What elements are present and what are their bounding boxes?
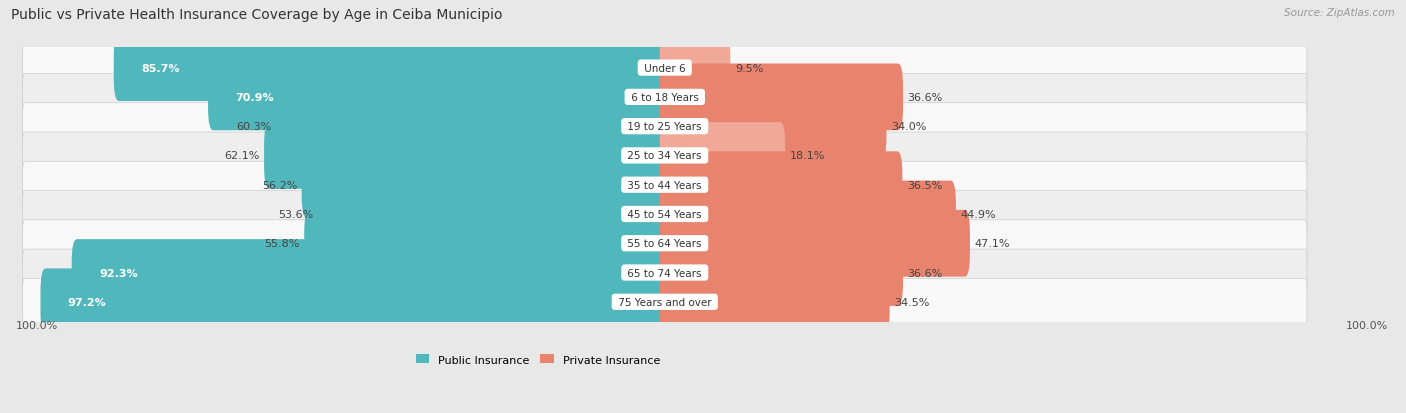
Text: 55.8%: 55.8% [264, 239, 299, 249]
FancyBboxPatch shape [302, 152, 669, 218]
Text: 9.5%: 9.5% [735, 64, 763, 74]
FancyBboxPatch shape [22, 74, 1308, 121]
Text: 62.1%: 62.1% [224, 151, 260, 161]
Text: 36.6%: 36.6% [907, 93, 943, 103]
Legend: Public Insurance, Private Insurance: Public Insurance, Private Insurance [412, 350, 665, 369]
FancyBboxPatch shape [22, 133, 1308, 179]
Text: 6 to 18 Years: 6 to 18 Years [627, 93, 702, 103]
FancyBboxPatch shape [659, 123, 785, 189]
Text: 60.3%: 60.3% [236, 122, 271, 132]
Text: 44.9%: 44.9% [960, 209, 995, 219]
FancyBboxPatch shape [304, 210, 669, 277]
Text: 45 to 54 Years: 45 to 54 Years [624, 209, 706, 219]
FancyBboxPatch shape [276, 94, 669, 160]
FancyBboxPatch shape [659, 210, 970, 277]
Text: 92.3%: 92.3% [98, 268, 138, 278]
Text: 56.2%: 56.2% [262, 180, 297, 190]
FancyBboxPatch shape [22, 104, 1308, 150]
Text: 100.0%: 100.0% [1346, 320, 1388, 330]
FancyBboxPatch shape [22, 249, 1308, 296]
FancyBboxPatch shape [659, 64, 903, 131]
Text: 18.1%: 18.1% [790, 151, 825, 161]
FancyBboxPatch shape [318, 181, 669, 248]
Text: 75 Years and over: 75 Years and over [614, 297, 714, 307]
FancyBboxPatch shape [22, 279, 1308, 325]
Text: 47.1%: 47.1% [974, 239, 1010, 249]
FancyBboxPatch shape [22, 191, 1308, 238]
FancyBboxPatch shape [22, 162, 1308, 209]
FancyBboxPatch shape [22, 45, 1308, 92]
Text: 65 to 74 Years: 65 to 74 Years [624, 268, 706, 278]
Text: 34.5%: 34.5% [894, 297, 929, 307]
Text: Public vs Private Health Insurance Coverage by Age in Ceiba Municipio: Public vs Private Health Insurance Cover… [11, 8, 503, 22]
FancyBboxPatch shape [659, 240, 903, 306]
Text: 70.9%: 70.9% [235, 93, 274, 103]
FancyBboxPatch shape [659, 35, 730, 102]
FancyBboxPatch shape [41, 269, 669, 335]
Text: 36.5%: 36.5% [907, 180, 942, 190]
FancyBboxPatch shape [22, 220, 1308, 267]
Text: 25 to 34 Years: 25 to 34 Years [624, 151, 706, 161]
Text: 36.6%: 36.6% [907, 268, 943, 278]
Text: 35 to 44 Years: 35 to 44 Years [624, 180, 706, 190]
FancyBboxPatch shape [114, 35, 669, 102]
Text: Source: ZipAtlas.com: Source: ZipAtlas.com [1284, 8, 1395, 18]
FancyBboxPatch shape [659, 181, 956, 248]
Text: Under 6: Under 6 [641, 64, 689, 74]
Text: 100.0%: 100.0% [17, 320, 59, 330]
Text: 85.7%: 85.7% [141, 64, 180, 74]
FancyBboxPatch shape [659, 94, 886, 160]
FancyBboxPatch shape [72, 240, 669, 306]
FancyBboxPatch shape [208, 64, 669, 131]
Text: 55 to 64 Years: 55 to 64 Years [624, 239, 706, 249]
Text: 34.0%: 34.0% [891, 122, 927, 132]
FancyBboxPatch shape [659, 269, 890, 335]
Text: 97.2%: 97.2% [67, 297, 107, 307]
Text: 53.6%: 53.6% [278, 209, 314, 219]
Text: 19 to 25 Years: 19 to 25 Years [624, 122, 706, 132]
FancyBboxPatch shape [264, 123, 669, 189]
FancyBboxPatch shape [659, 152, 903, 218]
